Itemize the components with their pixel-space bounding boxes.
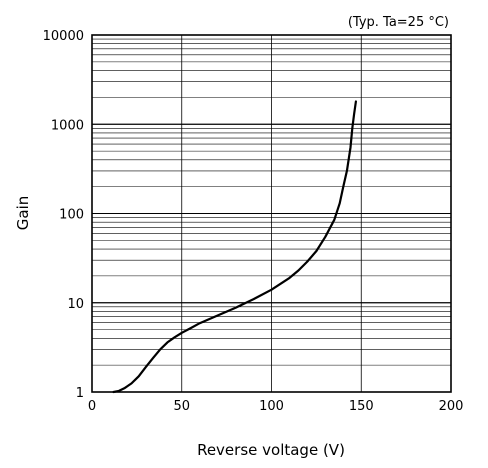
x-tick-labels: 0 50 100 150 200 (88, 399, 464, 414)
plot-frame (91, 34, 452, 393)
x-tick-label: 100 (259, 399, 284, 414)
x-axis-label: Reverse voltage (V) (197, 441, 345, 459)
y-tick-labels: 1 10 100 1000 10000 (43, 29, 84, 401)
y-tick-label: 10 (67, 297, 84, 312)
gain-curve (112, 100, 357, 394)
grid-lines (91, 34, 452, 393)
y-axis-label: Gain (14, 196, 32, 231)
x-tick-label: 150 (349, 399, 374, 414)
x-tick-label: 0 (88, 399, 96, 414)
y-tick-label: 10000 (43, 29, 84, 44)
y-tick-label: 1 (76, 386, 84, 401)
y-tick-label: 100 (59, 208, 84, 223)
series-group (112, 100, 357, 394)
x-tick-label: 200 (439, 399, 464, 414)
annotation: (Typ. Ta=25 °C) (348, 15, 449, 30)
x-tick-label: 50 (173, 399, 190, 414)
y-tick-label: 1000 (51, 118, 84, 133)
